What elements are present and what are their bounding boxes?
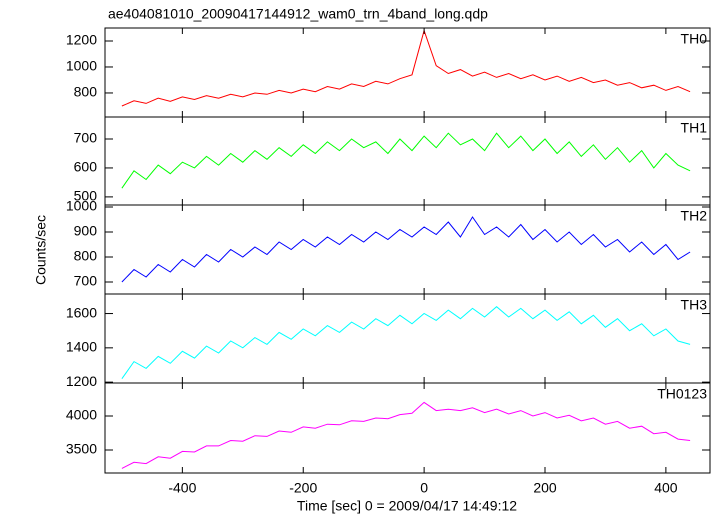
light-curve (121, 28, 691, 107)
y-tick-label: 700 (74, 130, 98, 146)
y-tick-label: 1400 (66, 339, 97, 355)
y-tick-label: 1200 (66, 373, 97, 389)
panel-frame (104, 204, 711, 295)
light-curve (121, 401, 691, 469)
y-tick-label: 800 (74, 84, 98, 100)
y-tick-label: 800 (74, 248, 98, 264)
panel-label: TH1 (681, 120, 708, 136)
y-tick-label: 1600 (66, 304, 97, 320)
panel-frame (104, 27, 711, 118)
x-tick-label: 0 (420, 480, 428, 496)
y-tick-label: 700 (74, 273, 98, 289)
y-tick-label: 4000 (66, 407, 97, 423)
x-tick-label: 400 (654, 480, 678, 496)
chart-title: ae404081010_20090417144912_wam0_trn_4ban… (108, 6, 488, 22)
light-curve (121, 132, 691, 189)
panel-frame (104, 116, 711, 206)
panel-frame (104, 382, 711, 474)
panel-label: TH0 (681, 31, 708, 47)
y-tick-label: 600 (74, 159, 98, 175)
y-tick-label: 1000 (66, 58, 97, 74)
light-curve (121, 216, 691, 283)
x-axis-label: Time [sec] 0 = 2009/04/17 14:49:12 (297, 498, 517, 514)
panel-label: TH3 (681, 297, 708, 313)
y-tick-label: 500 (74, 188, 98, 204)
y-tick-label: 900 (74, 223, 98, 239)
x-tick-label: -400 (168, 480, 196, 496)
y-tick-label: 1000 (66, 198, 97, 214)
y-axis-label: Counts/sec (33, 215, 49, 285)
panel-label: TH0123 (657, 386, 707, 402)
panel-label: TH2 (681, 208, 708, 224)
x-tick-label: -200 (289, 480, 317, 496)
y-tick-label: 3500 (66, 441, 97, 457)
light-curve (121, 306, 691, 379)
x-tick-label: 200 (533, 480, 557, 496)
y-tick-label: 1200 (66, 32, 97, 48)
panel-frame (104, 293, 711, 384)
